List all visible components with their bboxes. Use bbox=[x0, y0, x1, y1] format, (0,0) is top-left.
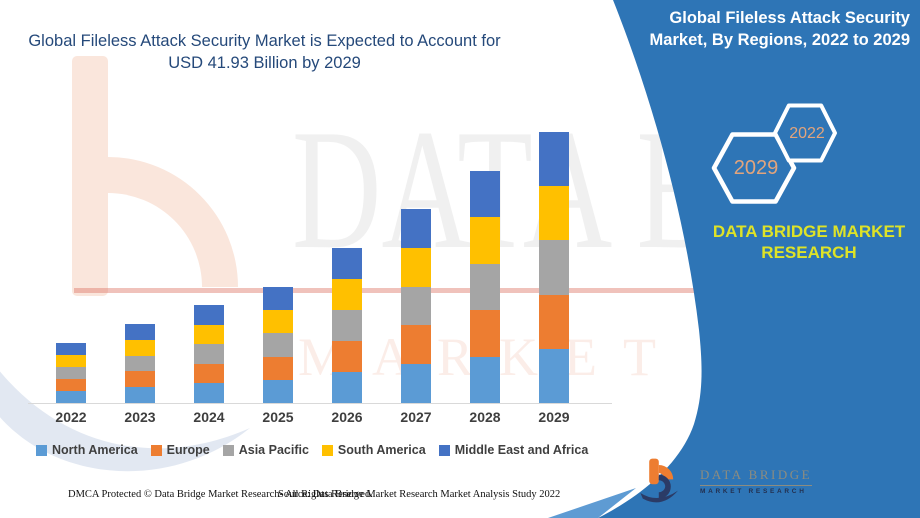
brand-wordmark: DATA BRIDGE MARKET RESEARCH bbox=[700, 221, 918, 263]
x-axis-line bbox=[28, 403, 612, 404]
bar-segment-2024-middle-east-and-africa bbox=[194, 305, 224, 325]
legend-swatch-icon bbox=[150, 444, 162, 456]
x-axis-label-2024: 2024 bbox=[193, 409, 225, 425]
logo-text-block: DATA BRIDGE MARKET RESEARCH bbox=[700, 467, 813, 495]
x-axis-label-2028: 2028 bbox=[469, 409, 501, 425]
panel-title-line2: Market, By Regions, 2022 to 2029 bbox=[649, 31, 910, 49]
x-axis-label-2027: 2027 bbox=[400, 409, 432, 425]
stacked-bar-2023 bbox=[125, 324, 155, 403]
legend-label: Europe bbox=[166, 443, 210, 457]
bar-segment-2022-asia-pacific bbox=[56, 366, 86, 379]
bar-segment-2024-asia-pacific bbox=[194, 344, 224, 364]
x-axis-label-2023: 2023 bbox=[124, 409, 156, 425]
brand-wordmark-line2: RESEARCH bbox=[761, 243, 857, 262]
bar-segment-2027-europe bbox=[401, 325, 431, 365]
bar-segment-2028-middle-east-and-africa bbox=[470, 170, 500, 218]
bar-segment-2022-south-america bbox=[56, 354, 86, 367]
stacked-bar-2026 bbox=[332, 247, 362, 403]
brand-wordmark-line1: DATA BRIDGE MARKET bbox=[712, 222, 906, 241]
legend-swatch-icon bbox=[222, 444, 234, 456]
panel-title: Global Fileless Attack Security Market, … bbox=[632, 7, 910, 51]
copyright-text: DMCA Protected © Data Bridge Market Rese… bbox=[68, 489, 373, 500]
legend-item-south-america: South America bbox=[321, 443, 426, 457]
stacked-bar-2028 bbox=[470, 170, 500, 403]
bar-segment-2022-europe bbox=[56, 378, 86, 391]
legend-swatch-icon bbox=[36, 444, 47, 456]
bar-segment-2026-south-america bbox=[332, 278, 362, 310]
legend-item-europe: Europe bbox=[150, 443, 210, 457]
bar-segment-2029-middle-east-and-africa bbox=[539, 131, 569, 187]
bar-segment-2022-north-america bbox=[56, 390, 86, 403]
chart-legend: North America Europe Asia Pacific South Ame… bbox=[36, 443, 588, 457]
bar-segment-2029-south-america bbox=[539, 186, 569, 241]
ribbon-light-wedge bbox=[548, 488, 636, 518]
hexagon-2022 bbox=[773, 103, 837, 163]
year-hexagons bbox=[711, 103, 837, 204]
legend-swatch-icon bbox=[321, 444, 333, 456]
chart-headline: Global Fileless Attack Security Market i… bbox=[12, 30, 517, 74]
bar-segment-2024-south-america bbox=[194, 324, 224, 345]
legend-label: North America bbox=[52, 443, 138, 457]
stacked-bar-2024 bbox=[194, 305, 224, 403]
bar-segment-2027-middle-east-and-africa bbox=[401, 209, 431, 248]
bar-segment-2026-north-america bbox=[332, 371, 362, 403]
bar-segment-2025-asia-pacific bbox=[263, 333, 293, 357]
stacked-bar-2022 bbox=[56, 342, 86, 403]
bar-segment-2026-middle-east-and-africa bbox=[332, 247, 362, 279]
logo-name: DATA BRIDGE bbox=[700, 467, 813, 486]
legend-swatch-icon bbox=[438, 444, 450, 456]
panel-title-line1: Global Fileless Attack Security bbox=[669, 9, 910, 27]
legend-label: Asia Pacific bbox=[238, 443, 309, 457]
hexagon-2029 bbox=[711, 132, 797, 204]
bar-segment-2027-asia-pacific bbox=[401, 286, 431, 326]
bar-segment-2025-europe bbox=[263, 356, 293, 380]
stacked-bar-2027 bbox=[401, 209, 431, 403]
bar-segment-2028-asia-pacific bbox=[470, 263, 500, 311]
bar-segment-2026-europe bbox=[332, 340, 362, 372]
bar-segment-2029-europe bbox=[539, 294, 569, 349]
bar-segment-2023-asia-pacific bbox=[125, 355, 155, 372]
chart-headline-line1: Global Fileless Attack Security Market i… bbox=[28, 32, 501, 50]
bar-segment-2027-north-america bbox=[401, 364, 431, 403]
bar-segment-2024-europe bbox=[194, 363, 224, 384]
bar-segment-2027-south-america bbox=[401, 247, 431, 287]
bar-segment-2023-europe bbox=[125, 371, 155, 388]
stacked-bar-2025 bbox=[263, 287, 293, 403]
bar-segment-2023-middle-east-and-africa bbox=[125, 324, 155, 340]
hexagon-2022-label: 2022 bbox=[789, 125, 825, 142]
bar-segment-2024-north-america bbox=[194, 383, 224, 403]
data-bridge-logo-icon bbox=[640, 458, 678, 503]
legend-label: Middle East and Africa bbox=[454, 443, 589, 457]
bar-segment-2025-north-america bbox=[263, 379, 293, 403]
bar-segment-2029-north-america bbox=[539, 348, 569, 403]
legend-item-middle-east-and-africa: Middle East and Africa bbox=[438, 443, 589, 457]
bar-segment-2028-north-america bbox=[470, 356, 500, 403]
chart-headline-line2: USD 41.93 Billion by 2029 bbox=[168, 54, 361, 72]
logo-subtitle: MARKET RESEARCH bbox=[700, 488, 807, 495]
bar-segment-2026-asia-pacific bbox=[332, 309, 362, 341]
legend-label: South America bbox=[337, 443, 426, 457]
x-axis-label-2022: 2022 bbox=[55, 409, 87, 425]
bar-segment-2023-north-america bbox=[125, 387, 155, 403]
legend-item-north-america: North America bbox=[36, 443, 138, 457]
hexagon-2029-label: 2029 bbox=[733, 157, 779, 179]
bar-segment-2025-south-america bbox=[263, 310, 293, 334]
bar-segment-2023-south-america bbox=[125, 339, 155, 356]
bar-segment-2028-europe bbox=[470, 310, 500, 357]
bar-segment-2025-middle-east-and-africa bbox=[263, 287, 293, 311]
x-axis-label-2025: 2025 bbox=[262, 409, 294, 425]
bar-segment-2028-south-america bbox=[470, 217, 500, 264]
bar-segment-2029-asia-pacific bbox=[539, 240, 569, 295]
data-bridge-logo: DATA BRIDGE MARKET RESEARCH bbox=[638, 452, 813, 510]
legend-item-asia-pacific: Asia Pacific bbox=[222, 443, 309, 457]
x-axis-label-2026: 2026 bbox=[331, 409, 363, 425]
bar-segment-2022-middle-east-and-africa bbox=[56, 342, 86, 355]
ribbon-main bbox=[598, 0, 920, 518]
x-axis-label-2029: 2029 bbox=[538, 409, 570, 425]
source-text: Source: Data Bridge Market Research Mark… bbox=[278, 489, 561, 500]
stacked-bar-2029 bbox=[539, 131, 569, 403]
